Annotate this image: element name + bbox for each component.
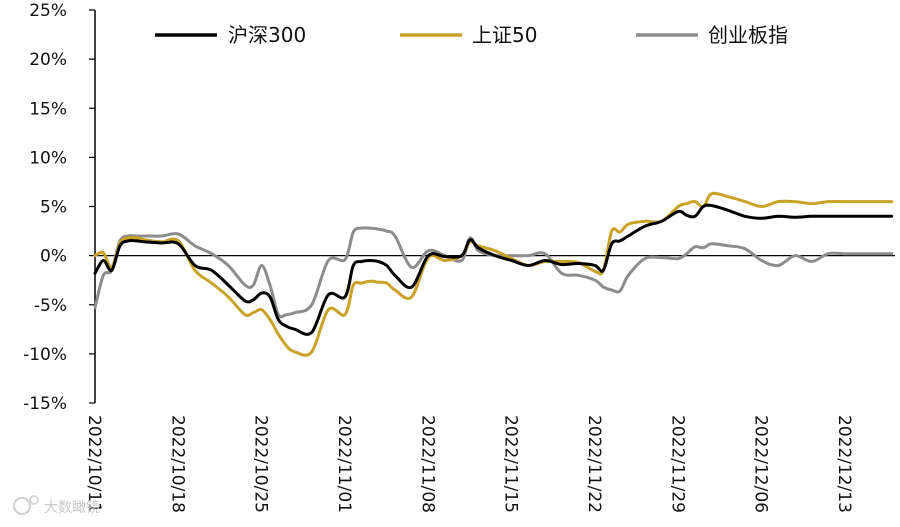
x-tick-label: 2022/11/15 [501, 415, 521, 513]
y-tick-label: 5% [40, 198, 67, 218]
x-axis: 2022/10/11 2022/10/18 2022/10/25 2022/11/01… [84, 255, 895, 513]
x-tick-label: 2022/11/01 [334, 415, 354, 513]
x-tick-label: 2022/10/25 [251, 415, 271, 513]
legend-label: 沪深300 [228, 23, 306, 47]
legend-label: 创业板指 [708, 23, 788, 47]
y-tick-label: -10% [23, 345, 67, 365]
series-line-3 [93, 226, 894, 319]
watermark-text: 大数瞰镜 [44, 500, 100, 516]
y-tick-label: -5% [34, 296, 67, 316]
legend: 沪深300 上证50 创业板指 [155, 23, 788, 47]
watermark: 大数瞰镜 [13, 495, 100, 516]
y-axis: 25% 20% 15% 10% 5% 0% -5% -10% -15% [23, 1, 96, 414]
x-tick-label: 2022/11/29 [667, 415, 687, 513]
y-tick-label: 20% [29, 50, 67, 70]
series-line-1 [93, 203, 894, 336]
y-tick-label: 10% [29, 148, 67, 168]
y-tick-label: 25% [29, 1, 67, 21]
y-tick-label: -15% [23, 394, 67, 414]
watermark-logo-icon [13, 497, 31, 515]
y-tick-label: 0% [40, 247, 67, 267]
x-tick-label: 2022/12/13 [834, 415, 854, 513]
x-tick-label: 2022/10/18 [167, 415, 187, 513]
x-tick-label: 2022/12/06 [751, 415, 771, 513]
legend-label: 上证50 [472, 23, 537, 47]
watermark-logo-dot-icon [29, 495, 39, 505]
series-lines [93, 191, 894, 357]
x-tick-label: 2022/11/22 [584, 415, 604, 513]
x-tick-label: 2022/11/08 [417, 415, 437, 513]
y-tick-label: 15% [29, 99, 67, 119]
x-tick-label: 2022/10/11 [84, 415, 104, 513]
